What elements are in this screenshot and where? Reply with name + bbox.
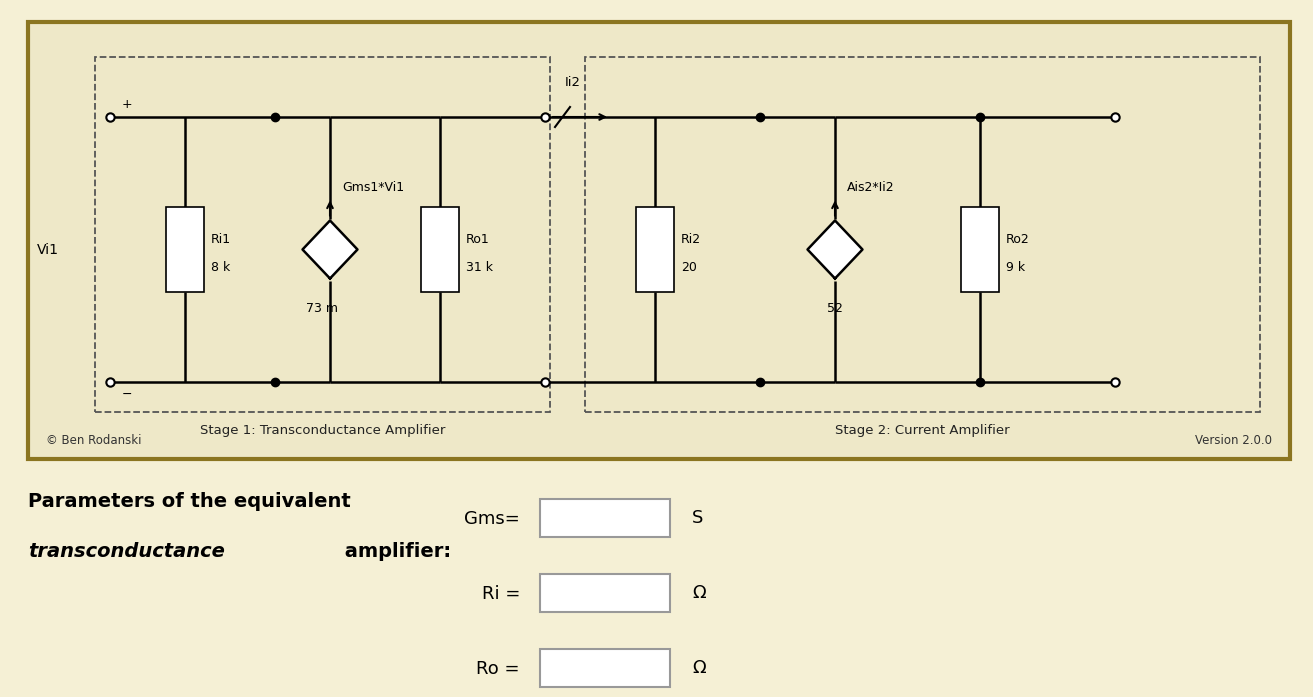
Text: 9 k: 9 k xyxy=(1006,261,1025,274)
Text: −: − xyxy=(122,388,133,401)
Text: Ro2: Ro2 xyxy=(1006,233,1029,246)
Text: 20: 20 xyxy=(681,261,697,274)
Text: amplifier:: amplifier: xyxy=(337,542,452,561)
Bar xyxy=(165,207,204,292)
Text: Ro1: Ro1 xyxy=(466,233,490,246)
Text: Parameters of the equivalent: Parameters of the equivalent xyxy=(28,492,351,511)
Bar xyxy=(961,207,999,292)
Polygon shape xyxy=(807,220,863,279)
Bar xyxy=(28,22,1289,459)
Text: Ri2: Ri2 xyxy=(681,233,701,246)
Text: © Ben Rodanski: © Ben Rodanski xyxy=(46,434,142,447)
Text: Ω: Ω xyxy=(692,659,705,677)
Text: Ii2: Ii2 xyxy=(565,76,580,89)
Polygon shape xyxy=(302,220,357,279)
Text: S: S xyxy=(692,509,704,527)
Text: Stage 2: Current Amplifier: Stage 2: Current Amplifier xyxy=(835,424,1010,437)
Text: Ro =: Ro = xyxy=(477,660,520,678)
Bar xyxy=(540,649,670,687)
Text: Ri =: Ri = xyxy=(482,585,520,603)
Text: 52: 52 xyxy=(827,302,843,314)
Bar xyxy=(540,574,670,612)
Bar xyxy=(421,207,460,292)
Text: 31 k: 31 k xyxy=(466,261,492,274)
Text: Ri1: Ri1 xyxy=(211,233,231,246)
Bar xyxy=(540,499,670,537)
Text: +: + xyxy=(122,98,133,111)
Bar xyxy=(586,57,1260,412)
Text: Vi1: Vi1 xyxy=(37,243,59,256)
Bar xyxy=(635,207,674,292)
Text: Stage 1: Transconductance Amplifier: Stage 1: Transconductance Amplifier xyxy=(200,424,445,437)
Text: Ω: Ω xyxy=(692,584,705,602)
Text: Gms=: Gms= xyxy=(465,510,520,528)
Text: Gms1*Vi1: Gms1*Vi1 xyxy=(341,181,404,194)
Bar xyxy=(95,57,550,412)
Text: transconductance: transconductance xyxy=(28,542,225,561)
Text: 8 k: 8 k xyxy=(211,261,230,274)
Text: Ais2*Ii2: Ais2*Ii2 xyxy=(847,181,894,194)
Text: 73 m: 73 m xyxy=(306,302,337,314)
Text: Version 2.0.0: Version 2.0.0 xyxy=(1195,434,1272,447)
